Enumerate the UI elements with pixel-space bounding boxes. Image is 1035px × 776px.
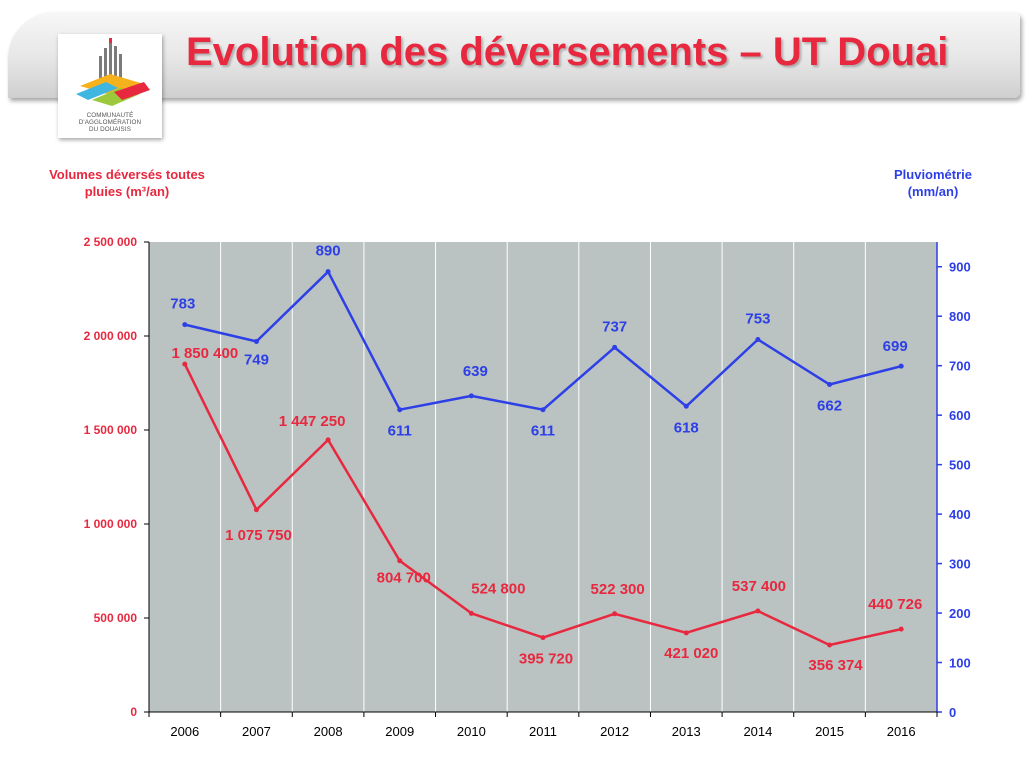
right-axis-tick-label: 500 [949,458,971,473]
volumes-data-label: 395 720 [519,651,573,668]
volumes-data-label: 804 700 [377,570,431,587]
rainfall-data-point [755,336,761,342]
logo-line-1: COMMUNAUTÉ [86,112,134,119]
logo-line-3: DU DOUAISIS [88,126,132,133]
rainfall-data-label: 699 [883,338,908,355]
left-axis-tick-label: 2 000 000 [84,329,138,343]
volumes-data-point [253,507,259,513]
rainfall-data-point [827,381,833,387]
x-axis-tick-label: 2007 [242,724,271,739]
left-axis-title: Volumes déversés toutes pluies (m³/an) [22,166,232,200]
rainfall-data-label: 783 [170,296,195,313]
rainfall-data-point [253,338,259,344]
rainfall-data-point [397,407,403,413]
volumes-data-label: 537 400 [732,578,786,595]
right-axis-title-line-1: Pluviométrie [893,167,973,182]
page-title: Evolution des déversements – UT Douai [186,30,949,74]
logo: COMMUNAUTÉ D'AGGLOMÉRATION DU DOUAISIS [58,34,162,138]
x-axis-tick-label: 2011 [529,724,557,739]
rainfall-data-point [182,322,188,328]
volumes-data-point [540,635,546,641]
right-axis-tick-label: 300 [949,557,971,572]
volumes-data-point [755,608,761,614]
rainfall-data-label: 639 [463,363,488,380]
right-axis-tick-label: 0 [949,705,956,720]
volumes-data-point [827,642,833,648]
rainfall-data-point [540,407,546,413]
volumes-data-point [612,611,618,617]
left-axis-title-line-1: Volumes déversés toutes [49,167,205,182]
right-axis-tick-label: 700 [949,359,971,374]
x-axis-tick-label: 2015 [815,724,844,739]
title-banner [8,12,1020,98]
rainfall-data-label: 662 [817,397,842,414]
x-axis-tick-label: 2006 [170,724,199,739]
right-axis-title: Pluviométrie (mm/an) [878,166,988,200]
rainfall-data-label: 890 [316,243,341,260]
rainfall-data-label: 618 [674,419,699,436]
left-axis-tick-label: 1 000 000 [84,517,138,531]
x-axis-tick-label: 2010 [457,724,486,739]
left-axis-title-line-2: pluies (m³/an) [84,184,170,199]
rainfall-data-label: 753 [745,310,770,327]
rainfall-data-label: 611 [531,423,555,440]
right-axis-tick-label: 200 [949,606,971,621]
right-axis-tick-label: 800 [949,309,971,324]
x-axis-tick-label: 2013 [672,724,701,739]
left-axis-tick-label: 2 500 000 [84,235,138,249]
volumes-data-point [683,630,689,636]
volumes-data-label: 1 447 250 [279,413,346,430]
douaisis-agglomeration-logo-icon [76,38,150,106]
rainfall-data-point [468,393,474,399]
rainfall-data-point [325,269,331,275]
left-axis-tick-label: 0 [130,705,137,719]
right-axis-tick-label: 900 [949,260,971,275]
x-axis-tick-label: 2009 [385,724,414,739]
right-axis-tick-label: 600 [949,408,971,423]
volumes-data-label: 1 850 400 [171,345,238,362]
volumes-data-point [325,437,331,443]
volumes-data-point [468,610,474,616]
rainfall-data-point [683,403,689,409]
right-axis-tick-label: 100 [949,656,971,671]
x-axis-tick-label: 2016 [887,724,916,739]
volumes-data-label: 356 374 [808,657,863,674]
volumes-data-point [397,558,403,564]
plot-area [149,242,937,712]
volumes-data-label: 522 300 [591,581,645,598]
logo-line-2: D'AGGLOMÉRATION [78,119,142,126]
x-axis-tick-label: 2008 [314,724,343,739]
rainfall-data-point [612,344,618,350]
x-axis-tick-label: 2014 [743,724,772,739]
x-axis-tick-label: 2012 [600,724,629,739]
volumes-data-label: 524 800 [471,580,525,597]
volumes-data-point [898,626,904,632]
right-axis-title-line-2: (mm/an) [907,184,959,199]
volumes-data-label: 421 020 [664,645,718,662]
rainfall-data-label: 737 [602,318,627,335]
left-axis-tick-label: 500 000 [94,611,138,625]
rainfall-data-label: 611 [388,423,412,440]
left-axis-tick-label: 1 500 000 [84,423,138,437]
right-axis-tick-label: 400 [949,507,971,522]
rainfall-data-point [898,363,904,369]
volumes-data-label: 1 075 750 [225,527,292,544]
volumes-data-label: 440 726 [868,596,922,613]
rainfall-data-label: 749 [244,351,269,368]
volumes-data-point [182,361,188,367]
